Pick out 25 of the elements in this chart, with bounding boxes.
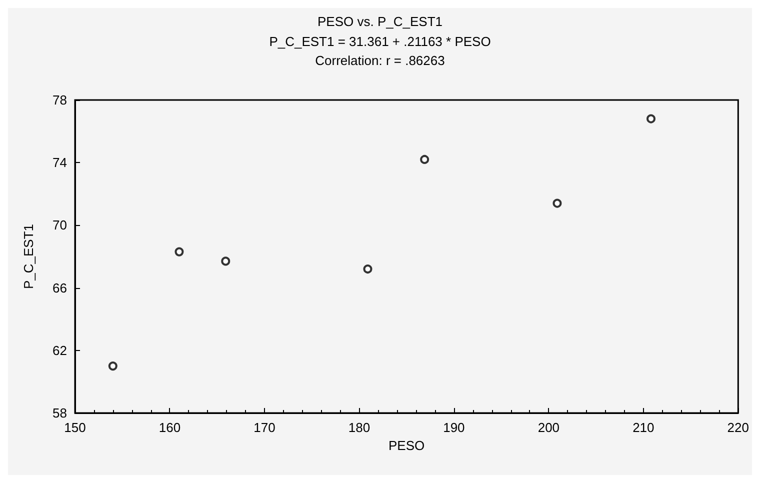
x-tick-label: 150 xyxy=(64,420,86,435)
chart-title: PESO vs. P_C_EST1 xyxy=(318,14,442,29)
chart-subtitle: P_C_EST1 = 31.361 + .21163 * PESO Correlation: r = .86263 xyxy=(269,34,491,68)
y-axis-title: P_C_EST1 xyxy=(21,224,36,290)
y-tick-label: 62 xyxy=(52,342,67,358)
y-tick-label: 70 xyxy=(52,218,67,233)
x-axis-title: PESO xyxy=(388,438,425,453)
point xyxy=(646,114,656,124)
y-tick-label: 66 xyxy=(52,280,67,296)
point xyxy=(552,198,562,208)
point xyxy=(420,154,430,164)
y-tick-label: 74 xyxy=(52,155,67,170)
y-tick-label: 78 xyxy=(52,92,67,108)
point xyxy=(363,264,372,274)
x-tick-label: 160 xyxy=(158,420,181,435)
x-tick-label: 200 xyxy=(538,420,560,435)
point xyxy=(174,247,184,256)
x-tick-label: 190 xyxy=(443,420,465,435)
point xyxy=(221,256,230,266)
x-tick-label: 220 xyxy=(727,420,750,435)
x-tick-label: 180 xyxy=(348,420,370,435)
point xyxy=(108,362,118,371)
x-tick-label: 170 xyxy=(254,420,276,435)
y-tick-label: 58 xyxy=(52,406,67,420)
x-tick-label: 210 xyxy=(632,420,654,435)
